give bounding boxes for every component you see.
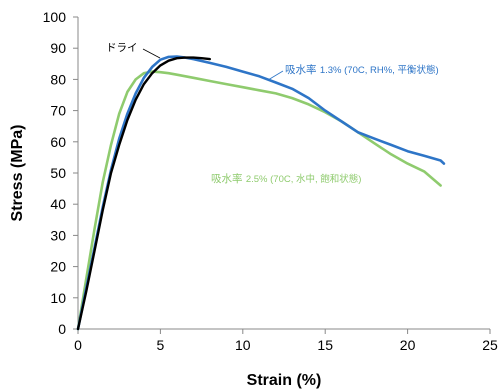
x-tick-label: 5 (157, 337, 165, 353)
y-tick-label: 30 (50, 227, 66, 243)
series-line-water-2-5 (76, 70, 442, 331)
y-tick-label: 10 (50, 290, 66, 306)
y-tick-label: 20 (50, 259, 66, 275)
x-ticks: 0 5 10 15 20 25 (74, 329, 498, 353)
x-tick-label: 15 (317, 337, 333, 353)
y-tick-label: 100 (43, 9, 67, 25)
y-tick-label: 60 (50, 134, 66, 150)
x-tick-label: 10 (235, 337, 251, 353)
annotation-wet-1-3: 吸水率 1.3% (70C, RH%, 平衡状態) (267, 63, 439, 81)
annotation-wet-1-3-prefix: 吸水率 (285, 63, 320, 76)
y-tick-label: 80 (50, 71, 66, 87)
annotation-wet-2-5-rest: 2.5% (70C, 水中, 飽和状態) (246, 173, 362, 185)
axes (77, 17, 490, 330)
annotation-wet-1-3-label: 吸水率 1.3% (70C, RH%, 平衡状態) (285, 63, 439, 76)
series-lines (76, 55, 446, 331)
annotation-dry-label: ドライ (106, 42, 138, 54)
x-tick-label: 0 (74, 337, 82, 353)
annotation-wet-1-3-leader (267, 70, 284, 81)
y-tick-label: 70 (50, 103, 66, 119)
annotation-wet-2-5-prefix: 吸水率 (211, 172, 246, 185)
series-line-water-1-3 (76, 55, 446, 331)
y-axis-title: Stress (MPa) (9, 125, 26, 222)
annotation-dry: ドライ (106, 42, 161, 59)
x-axis-title: Strain (%) (247, 372, 322, 389)
series-line-dry (76, 56, 212, 331)
y-tick-label: 40 (50, 196, 66, 212)
annotation-dry-leader (142, 48, 161, 59)
y-tick-label: 90 (50, 40, 66, 56)
x-tick-label: 25 (482, 337, 498, 353)
annotation-wet-2-5-label: 吸水率 2.5% (70C, 水中, 飽和状態) (211, 172, 361, 185)
annotation-wet-2-5: 吸水率 2.5% (70C, 水中, 飽和状態) (211, 172, 361, 185)
y-tick-label: 50 (50, 165, 66, 181)
annotation-wet-1-3-rest: 1.3% (70C, RH%, 平衡状態) (320, 64, 439, 76)
y-ticks: 0 10 20 30 40 50 60 70 80 90 100 (43, 9, 78, 337)
y-tick-label: 0 (58, 321, 66, 337)
x-tick-label: 20 (400, 337, 416, 353)
